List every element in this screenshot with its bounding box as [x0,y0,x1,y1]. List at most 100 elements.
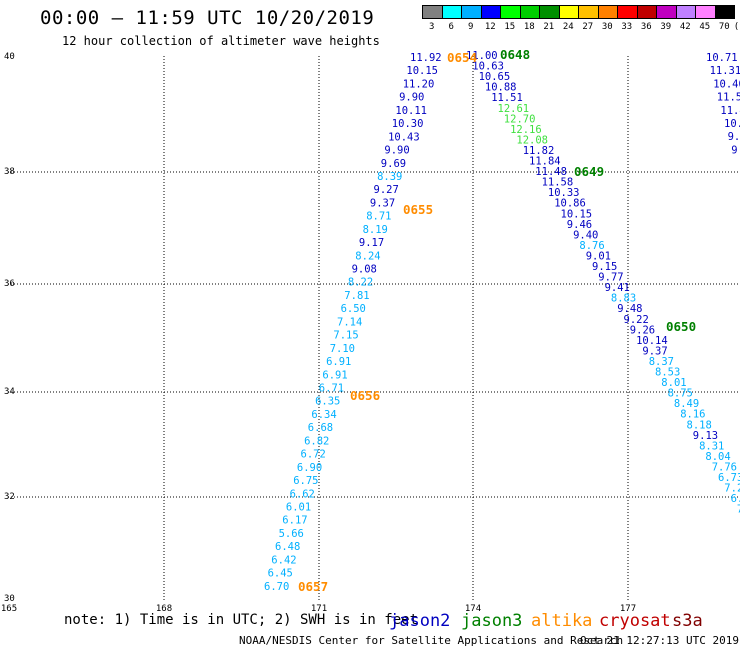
swh-value: 9.90 [399,92,424,104]
altimeter-tracks: 11.9210.1511.209.9010.1110.3010.439.909.… [264,50,740,593]
map-subtitle: 12 hour collection of altimeter wave hei… [62,34,380,48]
swh-value: 10.86 [554,198,586,210]
swh-value: 6.68 [308,422,333,434]
swh-value: 11.20 [403,78,435,90]
swh-value: 9.48 [617,303,642,315]
swh-value: 8.16 [680,409,705,421]
swh-value: 11.48 [535,166,567,178]
swh-value: 9.22 [624,314,649,326]
swh-value: 11.84 [529,156,561,168]
scale-label: 33 [621,22,633,32]
swh-value: 6.70 [264,581,289,593]
legend-cryosat: cryosat [599,611,671,631]
swh-value: 9.37 [642,345,667,357]
swh-value: 8.31 [699,440,724,452]
generated-timestamp: Oct 21 12:27:13 UTC 2019 [580,634,739,647]
swh-value: 12.16 [510,124,542,136]
grid-lines [8,56,740,600]
scale-label: (ft) [733,22,740,32]
latitude-label: 38 [4,167,15,177]
swh-value: 7.76 [712,462,737,474]
scale-label: 45 [699,22,711,32]
swh-value: 9.01 [586,251,611,263]
swh-value: 10.65 [479,71,511,83]
swh-value: 10.30 [392,118,424,130]
swh-value: 7 [737,504,740,516]
swh-value: 6.50 [341,303,366,315]
swh-value: 9. [728,131,740,143]
latitude-label: 36 [4,279,15,289]
scale-label: 70 [718,22,730,32]
pass-time-label: 0648 [500,47,530,62]
swh-value: 10.33 [548,187,580,199]
swh-value: 8.71 [366,211,391,223]
swh-value: 6.91 [322,369,347,381]
swh-value: 7.10 [330,343,355,355]
swh-value: 11.00 [466,50,498,62]
swh-value: 7.81 [344,290,369,302]
swh-value: 6.01 [286,502,311,514]
scale-swatch [714,5,735,19]
swh-value: 12.70 [504,113,536,125]
legend-s3a: s3a [672,611,703,631]
swh-value: 9.37 [370,197,395,209]
swh-value: 8.75 [668,388,693,400]
scale-label: 36 [640,22,652,32]
swh-value: 6.48 [275,541,300,553]
scale-label: 27 [582,22,594,32]
pass-time-labels: 0654 0648 0649 0655 0650 0656 0657 [298,47,696,594]
swh-value: 6.71 [319,383,344,395]
scale-label: 3 [429,22,435,32]
swh-value: 8.83 [611,293,636,305]
swh-value: 10.88 [485,82,517,94]
swh-value: 8.76 [579,240,604,252]
scale-label: 24 [562,22,574,32]
swh-value: 6.17 [282,515,307,527]
swh-value: 7.14 [337,316,362,328]
swh-value: 6.75 [293,475,318,487]
scale-label: 6 [448,22,454,32]
swh-value: 11.92 [410,52,442,64]
longitude-label: 174 [465,604,481,614]
scale-label: 39 [660,22,672,32]
latitude-label: 34 [4,387,15,397]
scale-label: 30 [601,22,613,32]
swh-value: 6.90 [297,462,322,474]
swh-value: 9 [731,144,737,156]
swh-value: 6.91 [326,356,351,368]
swh-value: 9.90 [384,145,409,157]
latitude-label: 32 [4,492,15,502]
swh-value: 10. [724,118,740,130]
swh-value: 8.22 [348,277,373,289]
swh-value: 6.45 [268,568,293,580]
swh-value: 8.37 [649,356,674,368]
swh-value: 8.19 [363,224,388,236]
swh-value: 7.15 [333,330,358,342]
swh-value: 6.72 [301,449,326,461]
swh-value: 8.49 [674,398,699,410]
swh-value: 11.31 [710,65,740,77]
swh-value: 10.63 [472,61,504,73]
swh-value: 8.18 [687,419,712,431]
scale-label: 15 [504,22,516,32]
legend-jason2: jason2 [389,611,451,631]
swh-value: 6.82 [304,435,329,447]
swh-value: 6.73 [718,472,740,484]
map-title: 00:00 — 11:59 UTC 10/20/2019 [40,7,375,29]
scale-label: 42 [679,22,691,32]
swh-value: 12.61 [498,103,530,115]
pass-time-label: 0655 [403,202,433,217]
legend-altika: altika [531,611,593,631]
longitude-label: 177 [620,604,636,614]
swh-value: 9.69 [381,158,406,170]
swh-value: 9.26 [630,324,655,336]
pass-time-label: 0657 [298,579,328,594]
swh-value: 9.13 [693,430,718,442]
longitude-label: 171 [311,604,327,614]
latitude-label: 30 [4,594,15,604]
swh-value: 8.01 [661,377,686,389]
swh-value: 10.15 [406,65,438,77]
swh-value: 11.58 [542,177,574,189]
